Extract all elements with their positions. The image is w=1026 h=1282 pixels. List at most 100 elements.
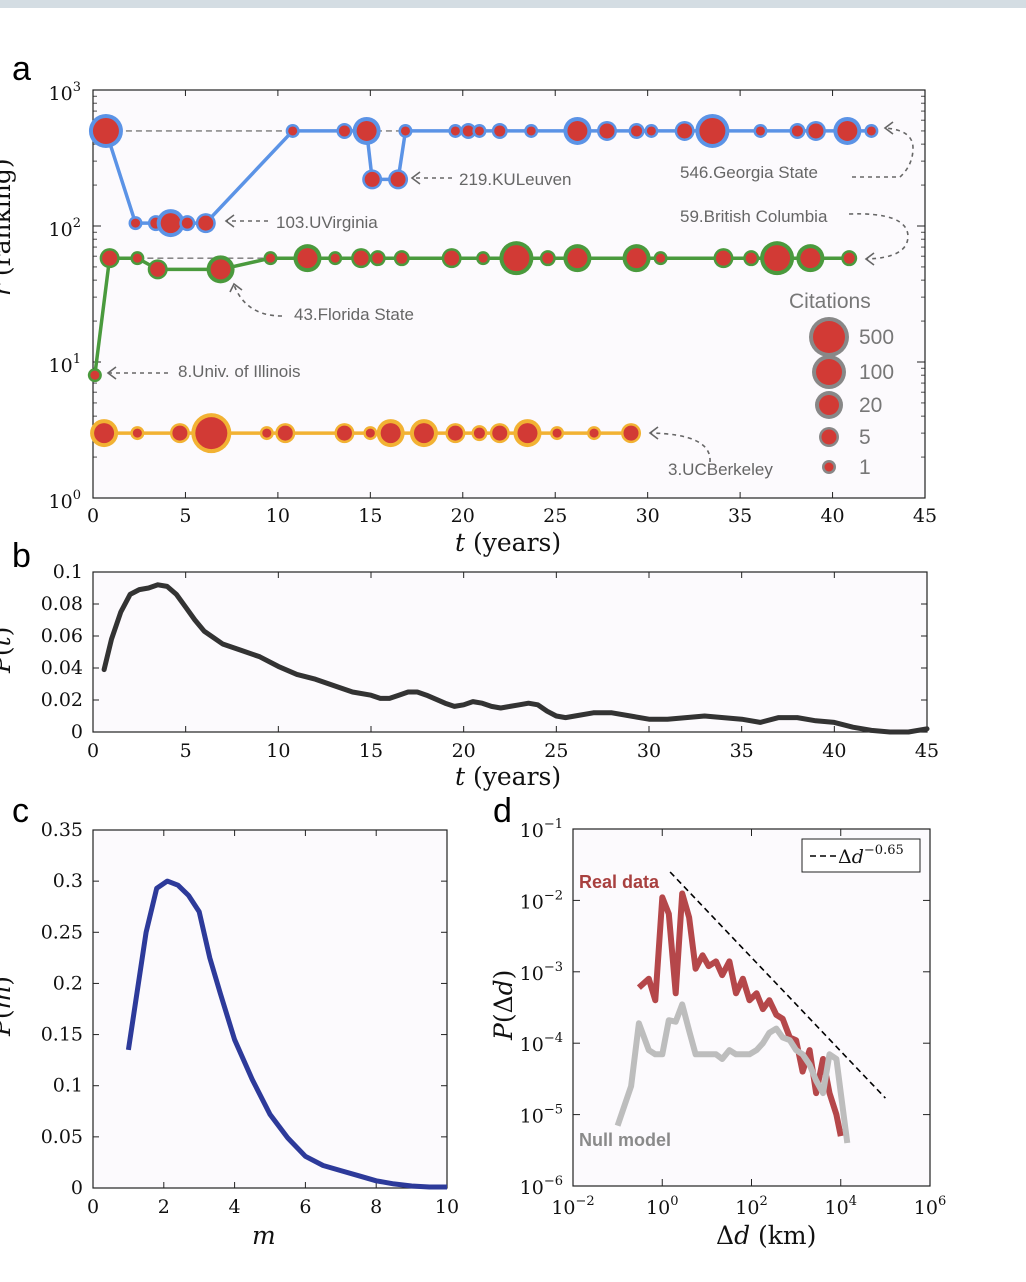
a-xtick-label: 10 bbox=[266, 505, 290, 527]
panel-letter-b: b bbox=[12, 537, 31, 575]
panel-c-xlabel: m bbox=[252, 1221, 276, 1250]
a-ytick-label: 101 bbox=[49, 352, 81, 377]
a-ytick-label: 102 bbox=[49, 216, 81, 241]
d-xtick-label: 100 bbox=[646, 1194, 678, 1219]
legend-title: Citations bbox=[789, 290, 871, 313]
arrowhead-ucberkeley bbox=[648, 426, 659, 440]
a-point bbox=[353, 250, 369, 266]
a-point bbox=[364, 171, 380, 187]
a-point bbox=[160, 213, 181, 234]
a-point bbox=[526, 126, 536, 136]
a-point bbox=[745, 252, 757, 264]
d-ytick-label: 10−3 bbox=[520, 960, 563, 985]
arrowhead-illinois bbox=[106, 366, 117, 380]
b-xtick-label: 30 bbox=[637, 740, 661, 762]
a-point bbox=[837, 120, 858, 141]
legend-entry-label: 1 bbox=[859, 456, 871, 479]
c-xtick-label: 0 bbox=[87, 1196, 99, 1218]
label-georgia-state: 546.Georgia State bbox=[680, 163, 818, 182]
a-point bbox=[277, 425, 293, 441]
a-point bbox=[478, 253, 488, 263]
arrow-georgia-state bbox=[852, 127, 914, 178]
a-xtick-label: 0 bbox=[87, 505, 99, 527]
a-point bbox=[413, 423, 434, 444]
d-ytick-label: 10−4 bbox=[520, 1031, 563, 1056]
c-ytick-label: 0.15 bbox=[41, 1024, 83, 1046]
a-point bbox=[473, 427, 485, 439]
a-xtick-label: 20 bbox=[451, 505, 475, 527]
label-british-columbia: 59.British Columbia bbox=[680, 207, 828, 226]
a-point bbox=[150, 261, 166, 277]
a-point bbox=[265, 253, 275, 263]
c-series-line bbox=[125, 878, 447, 1190]
d-series-line-2 bbox=[669, 871, 886, 1099]
a-point bbox=[542, 252, 554, 264]
a-point bbox=[181, 217, 193, 229]
c-ytick-label: 0 bbox=[71, 1177, 83, 1199]
a-point bbox=[517, 423, 538, 444]
d-xtick-label: 104 bbox=[825, 1194, 857, 1219]
legend-marker bbox=[824, 462, 834, 472]
a-ytick-label: 103 bbox=[49, 80, 81, 105]
label-ucberkeley: 3.UCBerkeley bbox=[668, 460, 773, 479]
legend-entry-label: 20 bbox=[859, 394, 882, 417]
d-ytick-label: 10−6 bbox=[520, 1174, 563, 1199]
b-ytick-label: 0.06 bbox=[41, 625, 83, 647]
a-point bbox=[390, 171, 406, 187]
arrowhead-kuleuven bbox=[410, 171, 421, 185]
a-point bbox=[338, 125, 350, 137]
arrow-ucberkeley bbox=[649, 432, 711, 463]
c-ytick-label: 0.35 bbox=[41, 819, 83, 841]
arrowhead-florida bbox=[229, 282, 243, 293]
a-point bbox=[589, 428, 599, 438]
label-null-model: Null model bbox=[579, 1130, 671, 1150]
b-ytick-label: 0.02 bbox=[41, 689, 83, 711]
a-point bbox=[462, 125, 474, 137]
a-point bbox=[843, 252, 855, 264]
panel-a-xlabel: t (years) bbox=[455, 528, 561, 557]
a-point bbox=[552, 428, 562, 438]
c-xtick-label: 6 bbox=[299, 1196, 311, 1218]
label-illinois: 8.Univ. of Illinois bbox=[178, 362, 301, 381]
b-xtick-label: 15 bbox=[359, 740, 383, 762]
b-xtick-label: 40 bbox=[822, 740, 846, 762]
panel-d-ylabel: P(Δd) bbox=[489, 970, 518, 1041]
a-point bbox=[262, 428, 272, 438]
a-point bbox=[699, 117, 726, 144]
arrow-british-columbia bbox=[848, 213, 909, 260]
a-point bbox=[288, 126, 298, 136]
b-ytick-label: 0.08 bbox=[41, 593, 83, 615]
c-ytick-label: 0.2 bbox=[53, 972, 83, 994]
panel-letter-d: d bbox=[493, 792, 512, 830]
arrowhead-uvirginia bbox=[224, 214, 235, 228]
a-point bbox=[447, 425, 463, 441]
a-point bbox=[372, 252, 384, 264]
panel-d-loglog-chart: 10−2 100 102 104 106 10−6 10−5 10−4 10−3 10−2 10−1… bbox=[489, 817, 946, 1250]
a-point bbox=[494, 125, 506, 137]
a-point bbox=[330, 253, 340, 263]
panel-b-xlabel: t (years) bbox=[455, 762, 561, 791]
a-point bbox=[764, 245, 791, 272]
b-xtick-label: 35 bbox=[730, 740, 754, 762]
label-kuleuven: 219.KULeuven bbox=[459, 170, 571, 189]
a-point bbox=[94, 423, 115, 444]
panel-letter-a: a bbox=[12, 50, 31, 88]
a-point bbox=[503, 245, 530, 272]
a-ytick-label: 100 bbox=[49, 488, 81, 513]
a-xtick-label: 40 bbox=[820, 505, 844, 527]
a-point bbox=[131, 218, 141, 228]
b-xtick-label: 5 bbox=[180, 740, 192, 762]
a-point bbox=[444, 250, 460, 266]
c-xtick-label: 10 bbox=[435, 1196, 459, 1218]
arrowhead-bc bbox=[864, 252, 875, 266]
panel-letter-c: c bbox=[12, 792, 29, 830]
panel-c-plot-area bbox=[92, 829, 448, 1189]
b-ytick-label: 0 bbox=[71, 721, 83, 743]
a-xtick-label: 30 bbox=[636, 505, 660, 527]
label-florida-state: 43.Florida State bbox=[294, 305, 414, 324]
top-bar bbox=[0, 0, 1026, 8]
a-xtick-label: 5 bbox=[179, 505, 191, 527]
c-ytick-label: 0.25 bbox=[41, 921, 83, 943]
a-point bbox=[132, 253, 142, 263]
